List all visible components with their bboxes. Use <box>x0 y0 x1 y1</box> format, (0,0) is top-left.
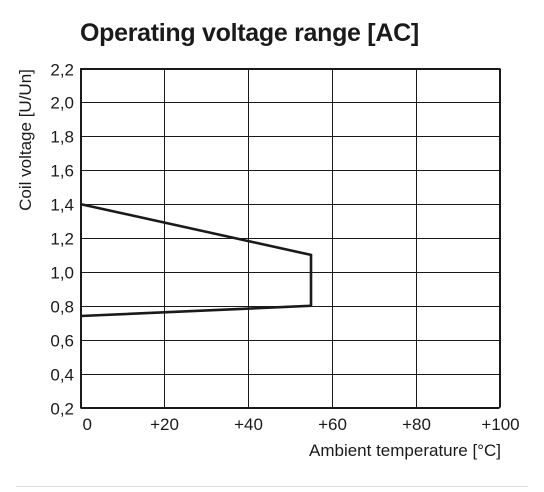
y-axis-label: Coil voltage [U/Un] <box>16 69 35 211</box>
y-tick-label: 1,2 <box>50 230 74 249</box>
plot-frame <box>80 68 500 408</box>
x-tick-label: +40 <box>234 415 263 434</box>
y-tick-labels: 0,2 0,4 0,6 0,8 1,0 1,2 1,4 1,6 1,8 2,0 2,2 <box>50 61 74 419</box>
x-tick-labels: 0 +20 +40 +60 +80 +100 <box>83 415 520 434</box>
y-tick-label: 1,0 <box>50 264 74 283</box>
y-tick-label: 1,4 <box>50 196 74 215</box>
grid <box>80 68 501 409</box>
x-tick-label: +20 <box>150 415 179 434</box>
x-tick-label: +80 <box>402 415 431 434</box>
y-tick-label: 1,6 <box>50 162 74 181</box>
y-tick-label: 0,6 <box>50 332 74 351</box>
y-tick-label: 0,2 <box>50 400 74 419</box>
x-tick-label: +60 <box>318 415 347 434</box>
chart-title: Operating voltage range [AC] <box>80 19 419 47</box>
y-tick-label: 1,8 <box>50 128 74 147</box>
y-tick-label: 0,4 <box>50 366 74 385</box>
x-tick-label: +100 <box>481 415 519 434</box>
y-tick-label: 2,0 <box>50 94 74 113</box>
y-tick-label: 2,2 <box>50 61 74 80</box>
x-axis-label: Ambient temperature [°C] <box>309 441 501 460</box>
series-line <box>80 202 313 318</box>
x-tick-label: 0 <box>83 415 92 434</box>
y-tick-label: 0,8 <box>50 298 74 317</box>
series-group <box>80 202 313 318</box>
